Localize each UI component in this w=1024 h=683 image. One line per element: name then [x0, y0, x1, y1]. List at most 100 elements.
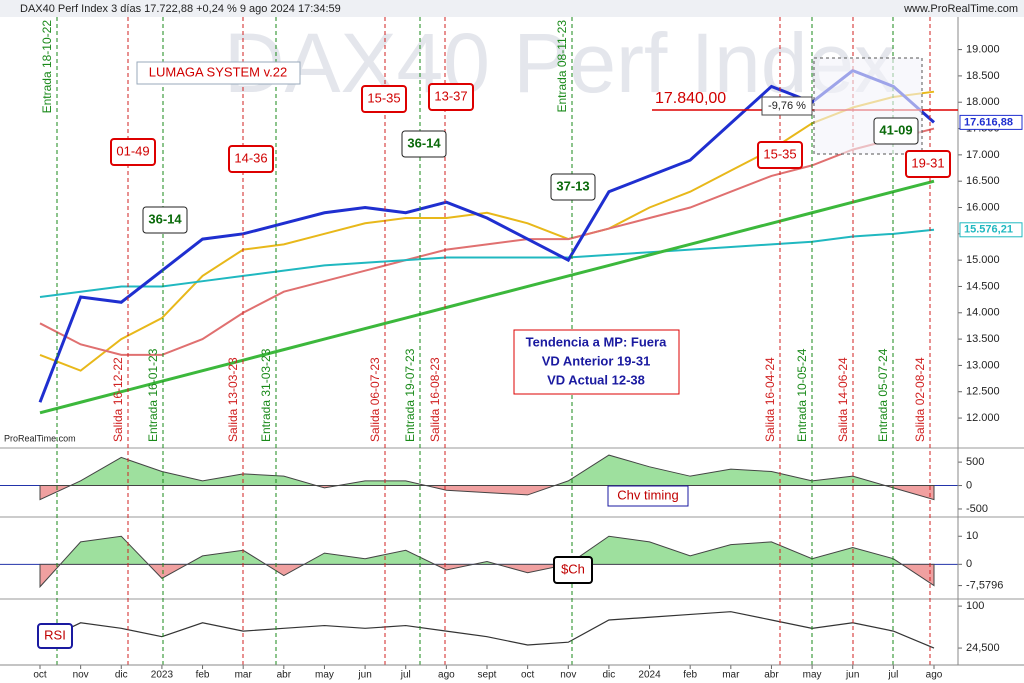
trend-label: VD Anterior 19-31: [542, 353, 651, 368]
trend-label: Tendencia a MP: Fuera: [526, 334, 667, 349]
signal-box: [361, 85, 407, 113]
signal-box: [228, 145, 274, 173]
indicator-label: $Ch: [561, 561, 585, 576]
y-tick-label: 0: [966, 479, 972, 491]
y-tick-label: 100: [966, 600, 984, 612]
signal-label: Salida 16-12-22: [111, 357, 125, 442]
footer: ProRealTime.com: [4, 433, 76, 443]
header-bar: [0, 0, 1024, 17]
signal-label: Salida 06-07-23: [368, 357, 382, 442]
x-tick-label: abr: [277, 670, 292, 681]
x-tick-label: ago: [926, 670, 943, 681]
signal-box: [757, 141, 803, 169]
signal-label: Salida 16-08-23: [428, 357, 442, 442]
y-tick-label: 16.000: [966, 201, 1000, 213]
signal-box: [401, 130, 447, 158]
system-box: [136, 61, 301, 85]
indicator-box: [607, 485, 689, 507]
x-tick-label: nov: [560, 670, 576, 681]
signal-box: [905, 150, 951, 178]
trend-label: VD Actual 12-38: [547, 372, 645, 387]
trend-box: [513, 329, 680, 395]
signal-box: [873, 117, 919, 145]
level-label: 17.840,00: [655, 90, 726, 107]
signal-label: Entrada 10-05-24: [795, 348, 809, 442]
pct-box: [761, 96, 813, 116]
area-positive: [39, 454, 935, 486]
signal-box: [550, 173, 596, 201]
x-tick-label: jun: [845, 670, 859, 681]
indicator-label: RSI: [44, 627, 66, 642]
y-tick-label: 16.500: [966, 175, 1000, 187]
x-tick-label: feb: [196, 670, 210, 681]
indicator-box: [37, 623, 73, 649]
signal-label: Entrada 16-01-23: [146, 348, 160, 442]
x-tick-label: may: [315, 670, 334, 681]
signal-label: 13-37: [434, 88, 467, 103]
x-tick-label: feb: [683, 670, 697, 681]
signal-label: 01-49: [116, 143, 149, 158]
x-tick-label: jul: [887, 670, 898, 681]
system-label: LUMAGA SYSTEM v.22: [149, 64, 287, 79]
y-tick-label: 10: [966, 530, 978, 542]
value-label: 15.576,21: [964, 224, 1013, 236]
area-negative: [39, 485, 935, 501]
x-tick-label: jun: [357, 670, 371, 681]
y-tick-label: 24,500: [966, 642, 1000, 654]
x-tick-label: nov: [73, 670, 89, 681]
value-label: 17.616,88: [964, 116, 1013, 128]
y-tick-label: 18.500: [966, 70, 1000, 82]
x-tick-label: dic: [115, 670, 128, 681]
y-tick-label: 14.500: [966, 280, 1000, 292]
signal-label: Salida 02-08-24: [913, 357, 927, 442]
value-label-box: [959, 222, 1023, 238]
series-line: [38, 68, 935, 403]
y-tick-label: -7,5796: [966, 579, 1003, 591]
y-tick-label: 12.500: [966, 386, 1000, 398]
signal-label: Entrada 31-03-23: [259, 348, 273, 442]
signal-label: Salida 13-03-23: [226, 357, 240, 442]
y-tick-label: -500: [966, 503, 988, 515]
signal-box: [110, 138, 156, 166]
series-line: [39, 90, 935, 372]
header-title: DAX40 Perf Index 3 días 17.722,88 +0,24 …: [20, 3, 341, 15]
signal-label: Salida 14-06-24: [836, 357, 850, 442]
x-tick-label: may: [803, 670, 822, 681]
y-tick-label: 14.000: [966, 307, 1000, 319]
indicator-box: [553, 556, 593, 584]
y-tick-label: 12.000: [966, 412, 1000, 424]
signal-label: 36-14: [407, 135, 441, 150]
x-tick-label: oct: [521, 670, 535, 681]
series-line: [39, 228, 935, 298]
signal-label: 15-35: [763, 146, 796, 161]
y-tick-label: 0: [966, 558, 972, 570]
x-tick-label: oct: [33, 670, 47, 681]
x-tick-label: dic: [603, 670, 616, 681]
pct-label: -9,76 %: [768, 100, 806, 112]
signal-label: Entrada 18-10-22: [40, 20, 54, 114]
y-tick-label: 18.000: [966, 96, 1000, 108]
signal-label: 36-14: [148, 211, 182, 226]
x-tick-label: mar: [722, 670, 740, 681]
x-tick-label: abr: [764, 670, 779, 681]
area-negative: [39, 564, 935, 589]
y-tick-label: 15.000: [966, 254, 1000, 266]
signal-label: Entrada 19-07-23: [403, 348, 417, 442]
signal-box: [428, 83, 474, 111]
area-positive: [39, 535, 935, 565]
y-tick-label: 17.000: [966, 149, 1000, 161]
signal-label: 14-36: [234, 150, 267, 165]
signal-box: [142, 206, 188, 234]
x-tick-label: 2024: [638, 670, 661, 681]
y-tick-label: 13.500: [966, 333, 1000, 345]
signal-label: 19-31: [911, 155, 944, 170]
signal-label: Entrada 08-11-23: [555, 20, 569, 113]
indicator-label: Chv timing: [617, 487, 678, 502]
watermark: DAX40 Perf Index: [224, 16, 896, 110]
x-tick-label: 2023: [151, 670, 174, 681]
series-line: [39, 127, 935, 356]
signal-label: 15-35: [367, 90, 400, 105]
signal-label: 37-13: [556, 178, 589, 193]
series-line: [39, 611, 935, 649]
x-tick-label: mar: [235, 670, 253, 681]
